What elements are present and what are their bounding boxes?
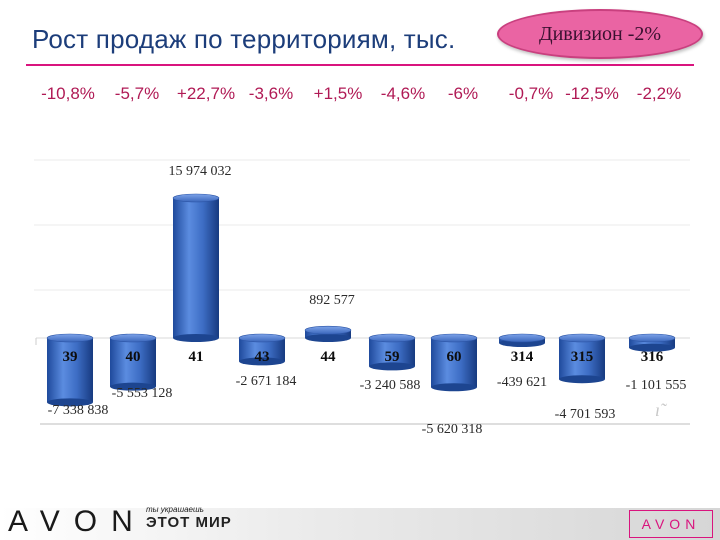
slide-title: Рост продаж по территориям, тыс. [32, 24, 456, 54]
category-label: 314 [511, 349, 534, 365]
avon-logo: AVON [8, 505, 147, 538]
value-label: -5 620 318 [422, 422, 483, 437]
bar-territory-39 [46, 333, 94, 407]
chart-bars [46, 193, 676, 407]
category-label: 316 [641, 349, 664, 365]
bar-top-cap [304, 325, 352, 335]
growth-percent-label: -5,7% [114, 84, 160, 103]
division-badge: Дивизион -2% [497, 9, 703, 59]
bar-territory-316 [628, 333, 676, 352]
value-label: 892 577 [309, 293, 355, 308]
growth-percent-label: -10,8% [41, 84, 95, 103]
bar-territory-40 [109, 333, 157, 391]
bar-body [369, 338, 415, 367]
category-label: 59 [385, 349, 400, 365]
category-label: 39 [63, 349, 78, 365]
bar-bottom-cap [431, 383, 477, 392]
value-label: -439 621 [497, 375, 547, 390]
corner-watermark-icon: ı̃ [655, 400, 661, 420]
bar-top-cap [558, 333, 606, 343]
category-label: 44 [321, 349, 337, 365]
bar-bottom-cap [305, 334, 351, 342]
bar-body [47, 338, 93, 403]
avon-logo-box: AVON [629, 510, 713, 538]
bar-bottom-cap [47, 398, 93, 407]
growth-percent-label: -4,6% [380, 84, 426, 103]
bar-body [431, 338, 477, 388]
sales-growth-chart: 39 -7 338 838 40 -5 553 128 41 15 974 032 43 -2… [34, 159, 690, 437]
footer-band [0, 508, 720, 540]
bar-body [173, 198, 219, 338]
value-label: -5 553 128 [112, 386, 173, 401]
growth-percent-label: -0,7% [508, 84, 554, 103]
bar-top-cap [172, 193, 220, 203]
bar-territory-60 [430, 333, 478, 392]
value-label: 15 974 032 [169, 164, 232, 179]
value-label: -2 671 184 [236, 374, 297, 389]
value-label: -3 240 588 [360, 378, 421, 393]
value-label: -1 101 555 [626, 378, 687, 393]
growth-percent-label: -6% [447, 84, 479, 103]
bar-territory-315 [558, 333, 606, 384]
chart-labels: 39 -7 338 838 40 -5 553 128 41 15 974 032 43 -2… [48, 164, 687, 437]
footer-slogan: ЭТОТ МИР [146, 514, 232, 531]
growth-percent-label: -12,5% [565, 84, 619, 103]
category-label: 315 [571, 349, 594, 365]
category-label: 41 [189, 349, 204, 365]
bar-body [559, 338, 605, 380]
bar-bottom-cap [239, 357, 285, 366]
footer-slogan-small: ты украшаешь [146, 505, 204, 514]
bar-top-cap [498, 333, 546, 343]
category-label: 43 [255, 349, 270, 365]
title-divider [26, 64, 694, 66]
growth-percent-label: +22,7% [176, 84, 236, 103]
category-label: 40 [126, 349, 141, 365]
growth-percent-label: +1,5% [313, 84, 363, 103]
value-label: -7 338 838 [48, 403, 109, 418]
bar-territory-59 [368, 333, 416, 371]
chart-gridlines [34, 159, 690, 291]
bar-territory-314 [498, 333, 546, 347]
bar-top-cap [238, 333, 286, 343]
bar-top-cap [430, 333, 478, 343]
bar-bottom-cap [110, 382, 156, 391]
bar-bottom-cap [629, 343, 675, 352]
category-label: 60 [447, 349, 462, 365]
bar-top-cap [628, 333, 676, 343]
growth-percent-label: -2,2% [636, 84, 682, 103]
bar-bottom-cap [559, 375, 605, 384]
bar-body [239, 338, 285, 362]
bar-territory-44 [304, 325, 352, 342]
bar-bottom-cap [369, 362, 415, 371]
growth-percent-label: -3,6% [248, 84, 294, 103]
value-label: -4 701 593 [555, 407, 616, 422]
bar-territory-41 [172, 193, 220, 342]
bar-top-cap [368, 333, 416, 343]
bar-bottom-cap [173, 334, 219, 342]
bar-top-cap [46, 333, 94, 343]
bar-body [110, 338, 156, 387]
bar-top-cap [109, 333, 157, 343]
bar-body [629, 338, 675, 348]
bar-territory-43 [238, 333, 286, 366]
